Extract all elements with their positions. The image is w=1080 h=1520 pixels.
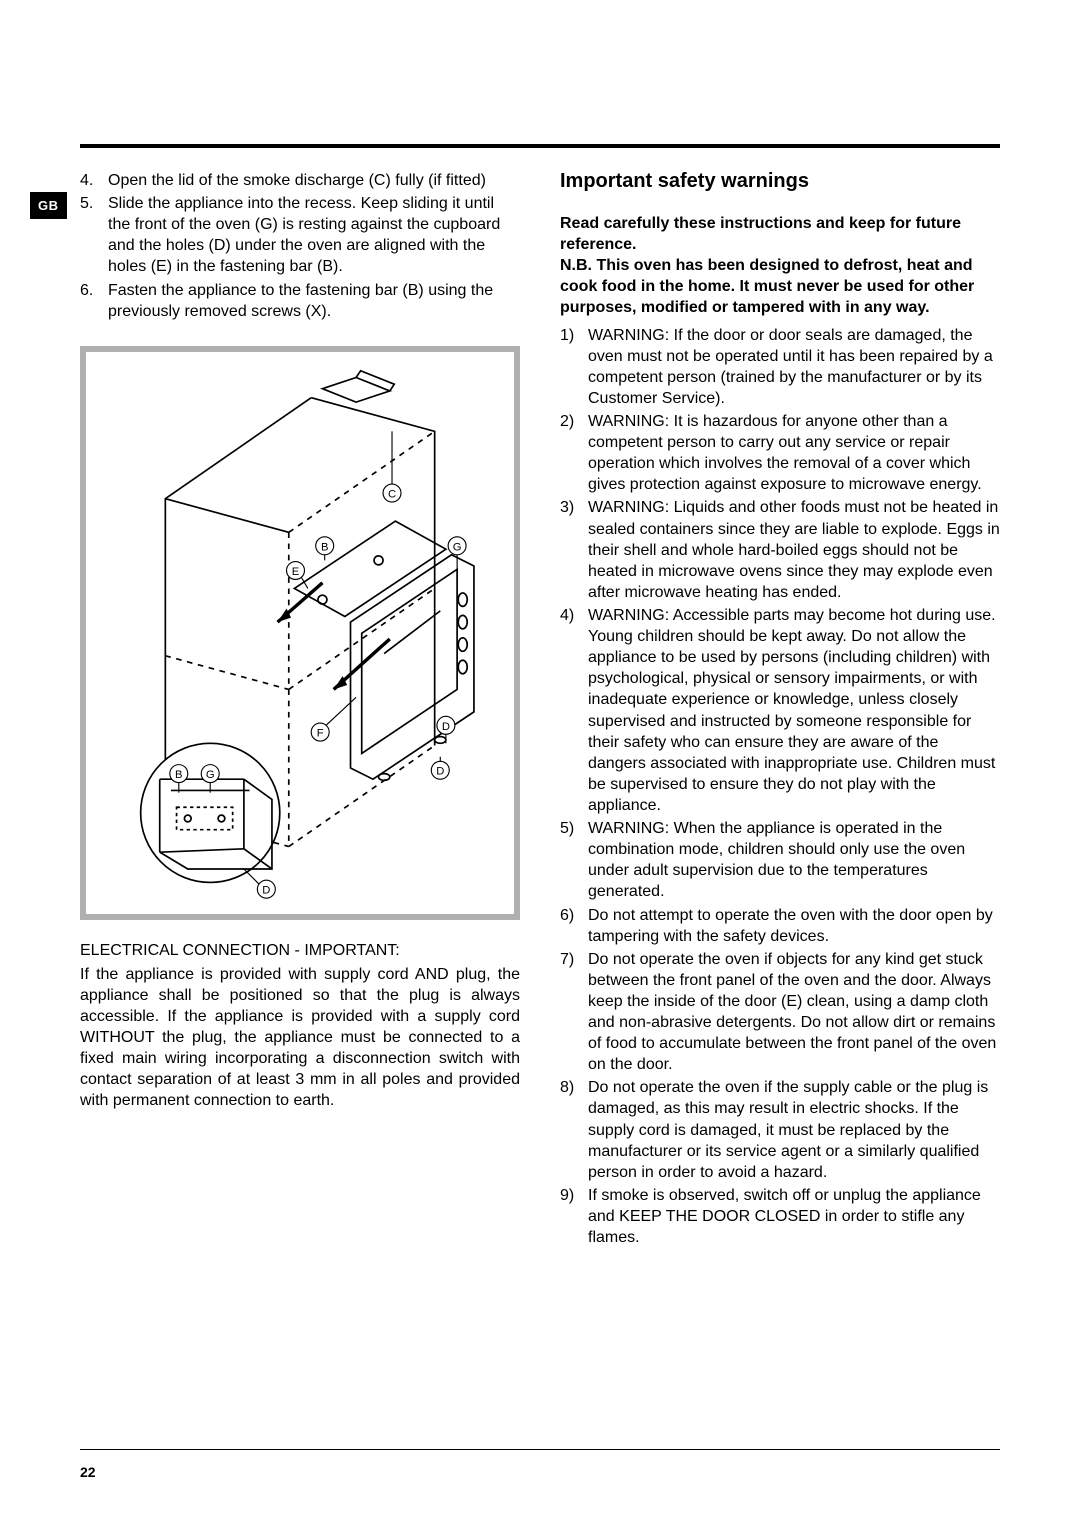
safety-intro-bold: Read carefully these instructions and ke… (560, 213, 1000, 319)
list-item-text: WARNING: It is hazardous for anyone othe… (588, 411, 1000, 495)
list-item-text: If smoke is observed, switch off or unpl… (588, 1185, 1000, 1248)
diagram-label-g: G (453, 541, 462, 553)
list-item: 8)Do not operate the oven if the supply … (560, 1077, 1000, 1183)
diagram-label-e: E (292, 566, 299, 578)
list-item: 4)WARNING: Accessible parts may become h… (560, 605, 1000, 816)
list-item-text: Open the lid of the smoke discharge (C) … (108, 170, 486, 191)
list-item-number: 5. (80, 193, 108, 277)
list-item-text: WARNING: Liquids and other foods must no… (588, 497, 1000, 603)
list-item-number: 6) (560, 905, 588, 947)
diagram-label-f: F (317, 727, 324, 739)
list-item-text: WARNING: Accessible parts may become hot… (588, 605, 1000, 816)
list-item-text: Do not attempt to operate the oven with … (588, 905, 1000, 947)
right-column: Important safety warnings Read carefully… (560, 170, 1000, 1250)
list-item: 6)Do not attempt to operate the oven wit… (560, 905, 1000, 947)
list-item-number: 5) (560, 818, 588, 902)
list-item: 5.Slide the appliance into the recess. K… (80, 193, 520, 277)
safety-warnings-list: 1)WARNING: If the door or door seals are… (560, 325, 1000, 1249)
list-item: 3)WARNING: Liquids and other foods must … (560, 497, 1000, 603)
safety-warnings-heading: Important safety warnings (560, 170, 1000, 193)
list-item-number: 7) (560, 949, 588, 1076)
list-item-text: Fasten the appliance to the fastening ba… (108, 280, 520, 322)
diagram-label-b: B (321, 541, 328, 553)
language-badge: GB (30, 192, 67, 219)
installation-diagram: C B E G (98, 364, 502, 903)
top-rule (80, 144, 1000, 148)
diagram-label-c: C (388, 488, 396, 500)
diagram-label-detail-g: G (206, 769, 215, 781)
diagram-label-d2: D (436, 765, 444, 777)
list-item-number: 4) (560, 605, 588, 816)
installation-steps-list: 4.Open the lid of the smoke discharge (C… (80, 170, 520, 322)
list-item-text: Slide the appliance into the recess. Kee… (108, 193, 520, 277)
diagram-label-detail-b: B (175, 769, 182, 781)
list-item-number: 9) (560, 1185, 588, 1248)
list-item: 2)WARNING: It is hazardous for anyone ot… (560, 411, 1000, 495)
list-item-text: WARNING: If the door or door seals are d… (588, 325, 1000, 409)
left-column: 4.Open the lid of the smoke discharge (C… (80, 170, 520, 1250)
page-number: 22 (80, 1464, 96, 1480)
electrical-connection-body: If the appliance is provided with supply… (80, 964, 520, 1112)
list-item: 5)WARNING: When the appliance is operate… (560, 818, 1000, 902)
list-item: 6.Fasten the appliance to the fastening … (80, 280, 520, 322)
list-item-number: 1) (560, 325, 588, 409)
list-item-text: Do not operate the oven if objects for a… (588, 949, 1000, 1076)
list-item: 9)If smoke is observed, switch off or un… (560, 1185, 1000, 1248)
list-item: 4.Open the lid of the smoke discharge (C… (80, 170, 520, 191)
diagram-label-detail-d: D (262, 884, 270, 896)
list-item: 1)WARNING: If the door or door seals are… (560, 325, 1000, 409)
list-item-number: 2) (560, 411, 588, 495)
installation-diagram-frame: C B E G (80, 346, 520, 921)
list-item-number: 6. (80, 280, 108, 322)
list-item-number: 3) (560, 497, 588, 603)
list-item-number: 8) (560, 1077, 588, 1183)
electrical-connection-heading: ELECTRICAL CONNECTION - IMPORTANT: (80, 940, 520, 961)
bottom-rule (80, 1449, 1000, 1450)
diagram-label-d1: D (442, 721, 450, 733)
list-item-text: WARNING: When the appliance is operated … (588, 818, 1000, 902)
list-item-text: Do not operate the oven if the supply ca… (588, 1077, 1000, 1183)
list-item-number: 4. (80, 170, 108, 191)
list-item: 7)Do not operate the oven if objects for… (560, 949, 1000, 1076)
